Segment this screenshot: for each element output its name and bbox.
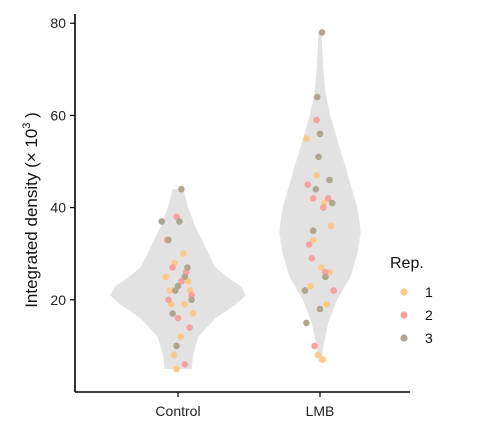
data-point-rep-1	[323, 301, 331, 308]
data-point-rep-2	[308, 254, 316, 262]
data-point-rep-2	[313, 116, 320, 124]
data-point-rep-3	[314, 93, 321, 101]
data-point-rep-3	[178, 185, 185, 193]
y-tick-label: 40	[50, 200, 66, 216]
data-point-rep-2	[305, 241, 313, 248]
y-axis-title-main: Integrated density (	[22, 162, 41, 308]
data-point-rep-2	[309, 195, 317, 202]
y-axis-title: Integrated density (× 103 )	[21, 112, 41, 308]
data-point-rep-3	[158, 218, 165, 225]
data-point-rep-1	[314, 351, 322, 359]
data-point-rep-2	[186, 324, 193, 331]
data-point-rep-2	[165, 296, 172, 304]
data-point-rep-3	[188, 296, 195, 304]
data-point-rep-3	[169, 310, 176, 317]
data-point-rep-1	[166, 287, 174, 294]
data-point-rep-1	[170, 351, 178, 359]
data-point-rep-1	[313, 172, 320, 179]
legend: Rep. 1 2 3	[390, 255, 433, 346]
y-axis-title-exponent: 3	[21, 123, 33, 129]
data-point-rep-3	[326, 176, 333, 184]
violin-layer	[110, 32, 361, 369]
data-point-rep-2	[304, 181, 312, 188]
data-point-rep-1	[181, 301, 189, 308]
data-point-rep-3	[165, 236, 172, 244]
data-point-rep-2	[322, 268, 329, 276]
x-ticks: Control LMB	[155, 392, 334, 419]
legend-key-rep-3	[400, 334, 408, 342]
data-point-rep-2	[330, 287, 337, 294]
data-point-rep-3	[328, 199, 336, 207]
data-point-rep-3	[173, 342, 180, 350]
data-point-rep-1	[309, 236, 317, 244]
legend-label-rep-3: 3	[425, 330, 433, 346]
legend-title: Rep.	[390, 255, 424, 272]
data-point-rep-1	[173, 365, 180, 373]
legend-label-rep-2: 2	[425, 307, 433, 323]
data-point-rep-3	[318, 29, 326, 36]
data-point-rep-2	[320, 204, 327, 211]
y-tick-label: 20	[50, 292, 66, 308]
data-point-rep-1	[327, 222, 335, 230]
data-point-rep-1	[180, 250, 187, 257]
data-point-rep-2	[174, 314, 182, 322]
data-point-rep-3	[312, 185, 320, 193]
data-point-rep-2	[169, 264, 176, 271]
data-point-rep-2	[311, 342, 318, 350]
data-point-rep-2	[188, 291, 195, 299]
data-point-rep-3	[172, 287, 179, 294]
data-point-rep-2	[181, 361, 189, 368]
violin-lmb	[279, 32, 361, 363]
data-point-rep-1	[177, 333, 184, 341]
data-point-rep-1	[303, 135, 310, 142]
data-point-rep-1	[162, 273, 170, 281]
violin-control	[110, 189, 246, 369]
data-point-rep-2	[178, 278, 185, 285]
data-point-rep-3	[301, 287, 309, 294]
y-axis-title-times: × 10	[22, 129, 41, 163]
data-point-rep-3	[315, 153, 322, 161]
points-layer	[158, 29, 337, 373]
data-point-rep-1	[319, 356, 327, 364]
data-point-rep-2	[324, 195, 332, 202]
data-point-rep-1	[184, 278, 192, 285]
x-tick-label: Control	[155, 403, 200, 419]
legend-key-rep-2	[400, 311, 408, 319]
legend-key-rep-1	[400, 288, 408, 296]
data-point-rep-3	[316, 305, 324, 313]
data-point-rep-3	[316, 130, 324, 138]
y-tick-label: 80	[50, 15, 66, 31]
y-axis-title-close: )	[22, 112, 41, 122]
data-point-rep-3	[303, 319, 310, 327]
data-point-rep-3	[176, 218, 183, 225]
data-point-rep-1	[189, 310, 197, 317]
x-tick-label: LMB	[306, 403, 335, 419]
data-point-rep-3	[184, 264, 191, 271]
y-tick-label: 60	[50, 107, 66, 123]
legend-label-rep-1: 1	[425, 284, 433, 300]
data-point-rep-3	[309, 227, 317, 234]
data-point-rep-3	[181, 273, 189, 281]
data-point-rep-1	[318, 264, 325, 271]
data-point-rep-1	[307, 282, 314, 290]
y-ticks: 20 40 60 80	[50, 15, 75, 308]
data-point-rep-3	[322, 273, 329, 281]
